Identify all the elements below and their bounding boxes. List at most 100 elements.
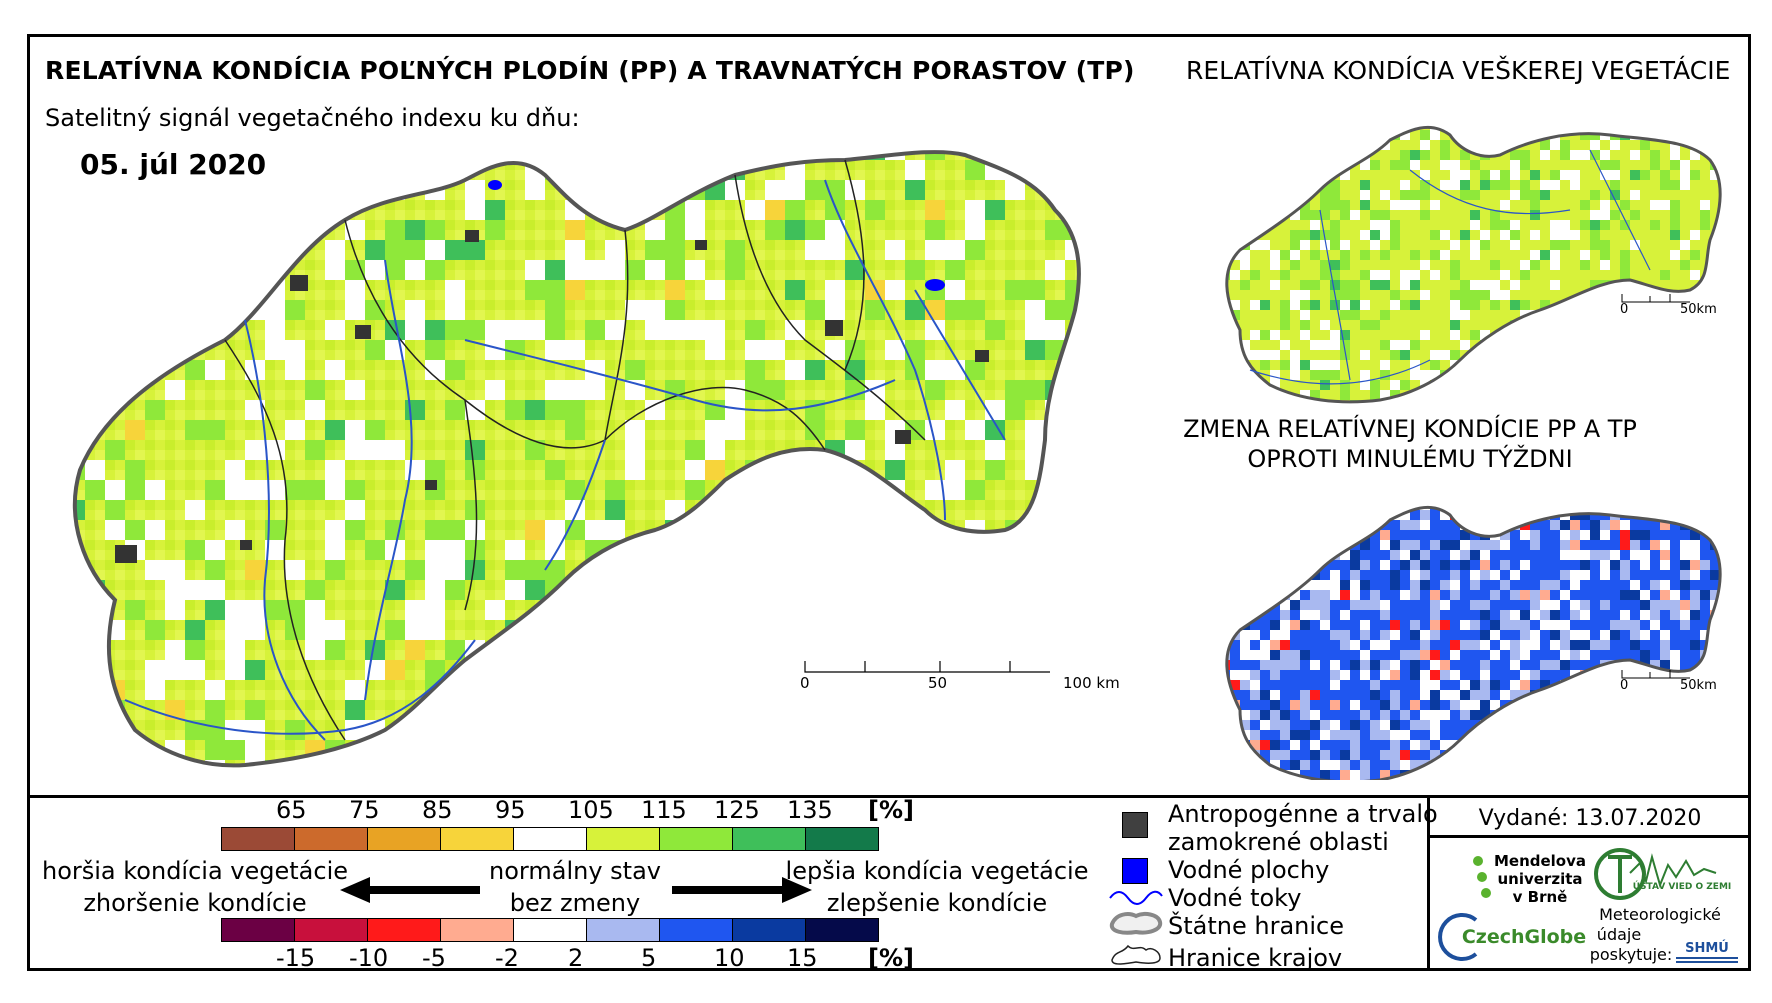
raster-cell	[205, 680, 225, 700]
raster-cell	[705, 440, 725, 460]
raster-cell	[665, 500, 685, 520]
raster-cell	[1085, 340, 1105, 360]
raster-cell	[1420, 520, 1430, 530]
raster-cell	[1340, 550, 1350, 560]
raster-cell	[1290, 650, 1300, 660]
raster-cell	[905, 160, 925, 180]
raster-cell	[1430, 360, 1440, 370]
water-area-swatch	[1122, 858, 1148, 884]
raster-cell	[1390, 540, 1400, 550]
raster-cell	[465, 520, 485, 540]
raster-cell	[1500, 390, 1510, 400]
raster-cell	[445, 152, 465, 160]
raster-cell	[205, 180, 225, 200]
raster-cell	[1430, 490, 1440, 500]
raster-cell	[745, 620, 765, 640]
raster-cell	[1600, 630, 1610, 640]
raster-cell	[1620, 260, 1630, 270]
raster-cell	[525, 560, 545, 580]
raster-cell	[845, 480, 865, 500]
raster-cell	[1300, 730, 1310, 740]
raster-cell	[1330, 110, 1340, 120]
raster-cell	[1590, 220, 1600, 230]
raster-cell	[1550, 720, 1560, 730]
condTicks-3: 95	[495, 796, 526, 824]
raster-cell	[1490, 180, 1500, 190]
raster-cell	[1025, 600, 1045, 620]
raster-cell	[1580, 380, 1590, 390]
raster-cell	[1660, 710, 1670, 720]
raster-cell	[1510, 730, 1520, 740]
raster-cell	[405, 740, 425, 760]
raster-cell	[705, 640, 725, 660]
raster-cell	[1085, 520, 1105, 540]
raster-cell	[965, 360, 985, 380]
raster-cell	[1270, 530, 1280, 540]
raster-cell	[805, 300, 825, 320]
czechglobe-label: CzechGlobe	[1461, 926, 1587, 948]
raster-cell	[1550, 740, 1560, 750]
raster-cell	[1700, 290, 1710, 300]
raster-cell	[1440, 350, 1450, 360]
raster-cell	[1350, 507, 1360, 510]
raster-cell	[1490, 210, 1500, 220]
raster-cell	[425, 720, 445, 740]
raster-cell	[1330, 760, 1340, 770]
raster-cell	[325, 260, 345, 280]
raster-cell	[1480, 290, 1490, 300]
raster-cell	[1065, 440, 1079, 460]
raster-cell	[945, 480, 965, 500]
raster-cell	[965, 160, 985, 180]
raster-cell	[1340, 670, 1350, 680]
raster-cell	[1570, 400, 1580, 402]
raster-cell	[1450, 670, 1460, 680]
raster-cell	[1720, 300, 1721, 310]
raster-cell	[1005, 560, 1025, 580]
raster-cell	[1590, 730, 1600, 740]
raster-cell	[485, 320, 505, 340]
raster-cell	[1340, 127, 1350, 130]
raster-cell	[1145, 140, 1165, 160]
raster-cell	[1250, 600, 1260, 610]
raster-cell	[385, 240, 405, 260]
raster-cell	[1280, 630, 1290, 640]
raster-cell	[1540, 300, 1550, 310]
raster-cell	[1500, 730, 1510, 740]
raster-cell	[1250, 680, 1260, 690]
raster-cell	[1660, 640, 1670, 650]
raster-cell	[465, 500, 485, 520]
raster-cell	[1360, 320, 1370, 330]
raster-cell	[1290, 170, 1300, 180]
raster-cell	[1320, 610, 1330, 620]
raster-cell	[1065, 340, 1079, 360]
raster-cell	[1005, 180, 1025, 200]
raster-cell	[1580, 710, 1590, 720]
raster-cell	[1710, 660, 1720, 670]
raster-cell	[1410, 590, 1420, 600]
raster-cell	[74, 360, 85, 380]
raster-cell	[1480, 390, 1490, 400]
raster-cell	[1390, 200, 1400, 210]
raster-cell	[1280, 110, 1290, 120]
raster-cell	[1330, 360, 1340, 370]
raster-cell	[705, 680, 725, 700]
raster-cell	[305, 480, 325, 500]
raster-cell	[1290, 230, 1300, 240]
raster-cell	[545, 300, 565, 320]
raster-cell	[145, 180, 165, 200]
raster-cell	[1600, 600, 1610, 610]
raster-cell	[1610, 770, 1620, 780]
anthropogenic-swatch	[1122, 812, 1148, 838]
raster-cell	[1660, 180, 1670, 190]
raster-cell	[865, 680, 885, 700]
raster-cell	[805, 220, 825, 240]
raster-cell	[1145, 680, 1165, 700]
raster-cell	[525, 660, 545, 680]
raster-cell	[1420, 510, 1430, 520]
raster-cell	[1226, 530, 1230, 540]
raster-cell	[1340, 340, 1350, 350]
raster-cell	[345, 480, 365, 500]
raster-cell	[1260, 640, 1270, 650]
raster-cell	[1280, 720, 1290, 730]
raster-cell	[1320, 140, 1330, 150]
